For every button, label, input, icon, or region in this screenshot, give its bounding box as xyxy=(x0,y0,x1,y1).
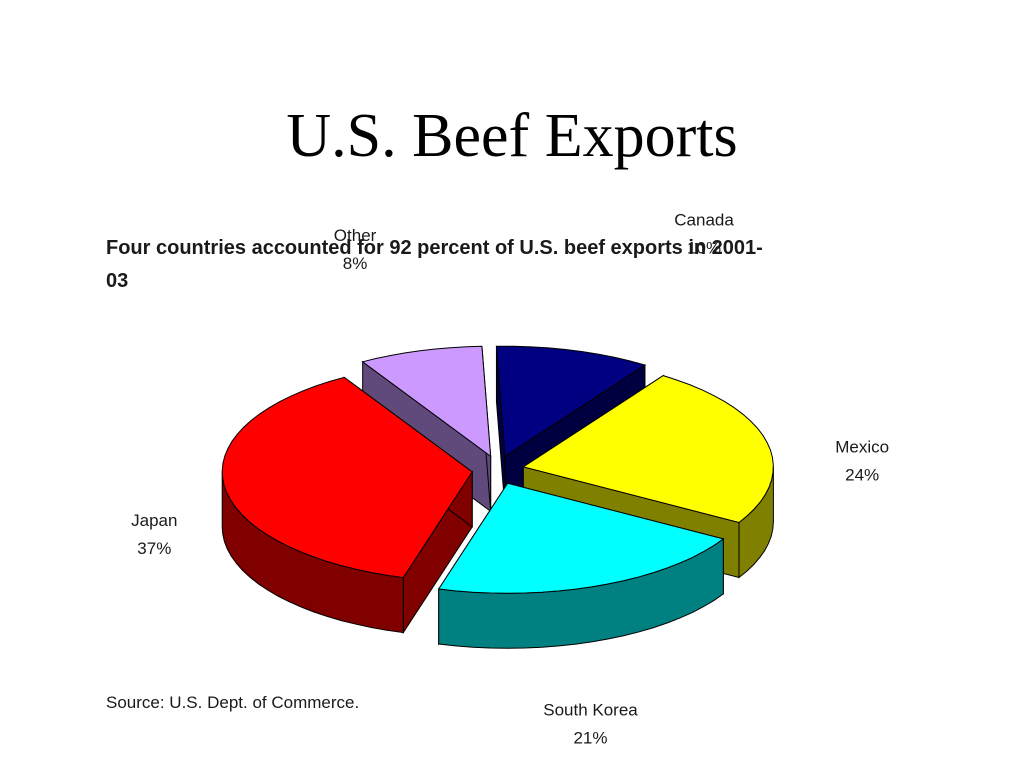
slice-value-south-korea: 21% xyxy=(573,728,607,747)
slice-label-south-korea: South Korea xyxy=(543,700,638,719)
slice-label-canada: Canada xyxy=(674,211,734,230)
slice-top-canada xyxy=(495,345,647,458)
source-note: Source: U.S. Dept. of Commerce. xyxy=(106,693,360,712)
chart-subtitle: Four countries accounted for 92 percent … xyxy=(106,237,763,292)
slice-top-other xyxy=(361,345,492,458)
slice-top-japan xyxy=(221,376,473,579)
slice-label-mexico: Mexico xyxy=(835,437,889,456)
slice-top-mexico xyxy=(522,375,774,524)
slice-label-japan: Japan xyxy=(131,511,177,530)
pie-labels: Canada 10% Mexico 24% South Korea 21% Japan 37%… xyxy=(131,211,889,748)
pie-slices xyxy=(221,345,774,649)
slice-value-other: 8% xyxy=(343,254,368,273)
slice-value-mexico: 24% xyxy=(845,465,879,484)
slice-value-canada: 10% xyxy=(687,239,721,258)
pie-slice-japan xyxy=(221,376,473,635)
slice-top-south-korea xyxy=(437,482,725,594)
pie-slice-south-korea xyxy=(437,481,725,649)
slide-title: U.S. Beef Exports xyxy=(286,102,738,170)
slice-value-japan: 37% xyxy=(137,539,171,558)
slice-label-other: Other xyxy=(334,226,377,245)
